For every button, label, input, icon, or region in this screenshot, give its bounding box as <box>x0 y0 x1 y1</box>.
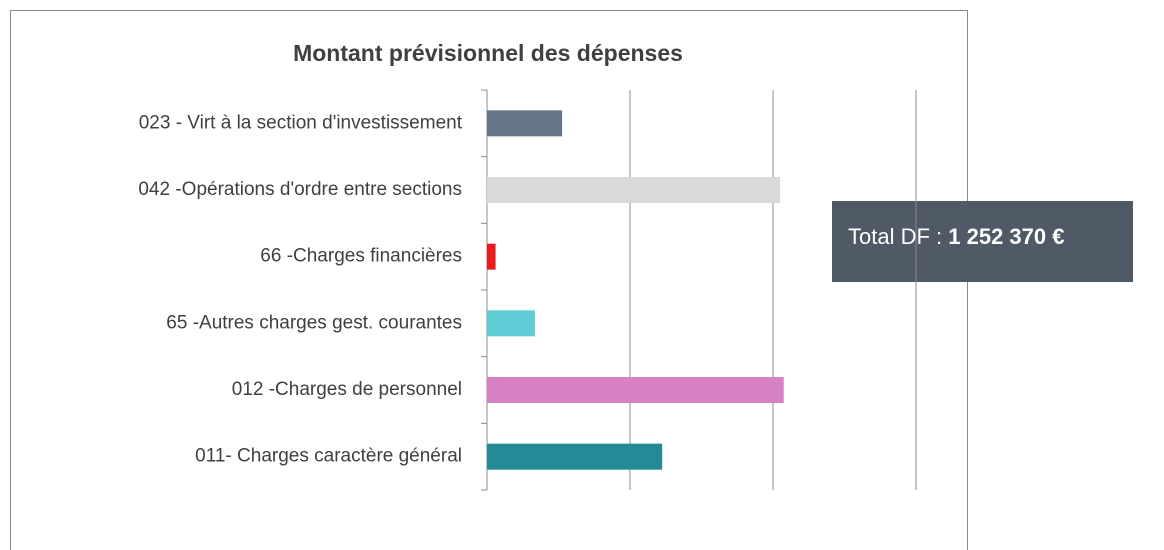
bar <box>487 377 784 403</box>
total-value: 1 252 370 € <box>948 224 1064 249</box>
y-tick-label: 011- Charges caractère général <box>195 446 462 467</box>
total-box <box>832 201 1133 282</box>
total-label: Total DF : <box>848 224 942 249</box>
bar <box>487 443 663 470</box>
y-tick-label: 023 - Virt à la section d'investissement <box>139 112 463 133</box>
y-tick-label: 66 -Charges financières <box>260 246 462 267</box>
y-tick-label: 042 -Opérations d'ordre entre sections <box>138 179 462 200</box>
y-tick-label: 012 -Charges de personnel <box>232 379 462 400</box>
bar <box>487 110 563 137</box>
y-tick-label: 65 -Autres charges gest. courantes <box>166 312 462 333</box>
bar <box>487 310 535 337</box>
total-text: Total DF : 1 252 370 € <box>848 224 1065 249</box>
chart-title: Montant prévisionnel des dépenses <box>293 40 683 66</box>
bar <box>487 243 496 270</box>
bar <box>487 177 781 203</box>
